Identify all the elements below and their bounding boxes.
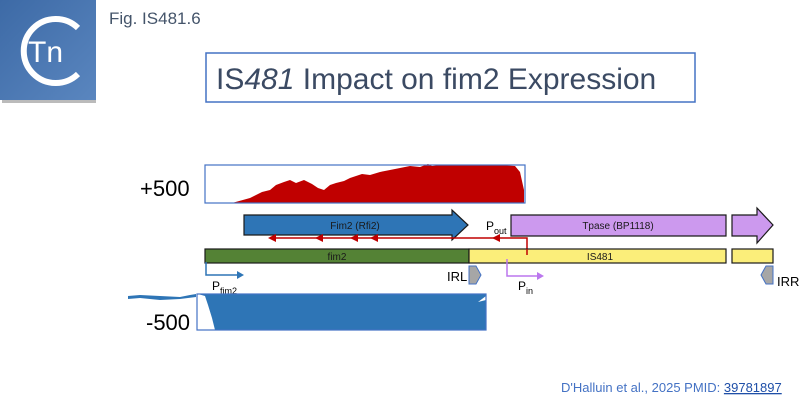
logo-text: Tn: [28, 36, 63, 69]
minus-coverage-tail: [128, 294, 196, 300]
irl-marker: [468, 265, 482, 285]
irr-label: IRR: [777, 274, 799, 289]
logo: Tn: [0, 0, 96, 103]
tpase-label: Tpase (BP1118): [582, 221, 653, 232]
pfim2-promoter-arrow: [205, 262, 244, 279]
page-title: IS481 Impact on fim2 Expression: [216, 63, 656, 96]
is481-label: IS481: [587, 252, 614, 263]
figure-label: Fig. IS481.6: [109, 9, 201, 28]
pfim2-label: Pfim2: [212, 279, 237, 296]
tpase-arrow: [510, 206, 774, 245]
pin-promoter-arrow: [506, 259, 544, 280]
title-box: [205, 52, 696, 103]
fim2-protein-arrow: [243, 208, 469, 242]
plus-coverage-box: [204, 164, 526, 204]
plus-coverage-area: [232, 164, 524, 203]
irl-label: IRL: [447, 269, 467, 284]
is481-element: [468, 248, 727, 264]
pout-label: Pout: [486, 219, 507, 236]
minus-coverage-box: [196, 293, 487, 331]
minus-coverage-area: [198, 294, 486, 330]
is481-element-end: [731, 248, 774, 264]
plus-label: +500: [140, 176, 190, 201]
minus-label: -500: [146, 310, 190, 335]
pin-label: Pin: [518, 279, 533, 296]
fim2-gene-label: fim2: [328, 252, 347, 263]
fim2-protein-label: Fim2 (Rfi2): [330, 221, 379, 232]
irr-marker: [760, 265, 774, 285]
citation: D'Halluin et al., 2025 PMID: 39781897: [561, 380, 782, 395]
pmid-link[interactable]: 39781897: [724, 380, 782, 395]
